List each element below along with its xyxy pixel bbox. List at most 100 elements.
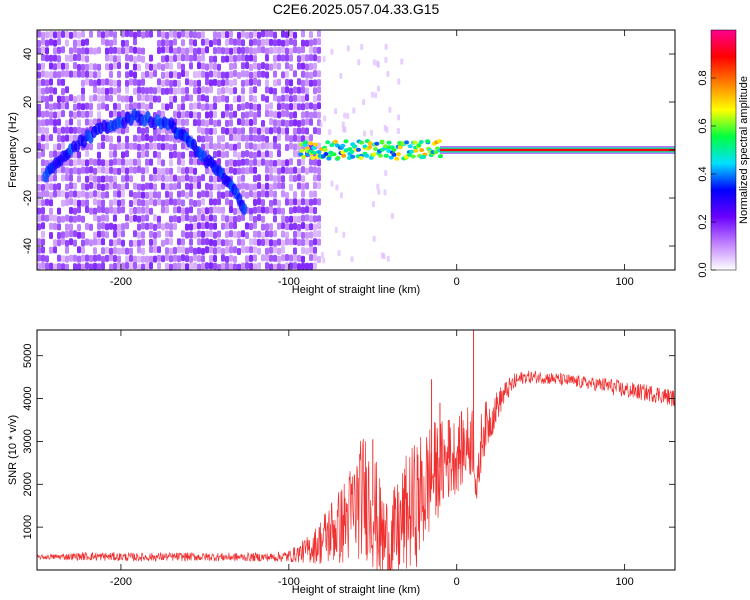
noise-cell (113, 230, 117, 238)
noise-cell (193, 247, 197, 255)
noise-cell (77, 191, 81, 198)
noise-cell (197, 222, 201, 230)
noise-cell (73, 199, 77, 207)
noise-cell (265, 223, 269, 231)
noise-cell (396, 128, 400, 134)
noise-cell (229, 79, 233, 87)
noise-cell (257, 143, 261, 151)
noise-cell (141, 150, 145, 158)
noise-cell (141, 191, 145, 199)
noise-cell (133, 230, 137, 238)
noise-cell (301, 231, 305, 239)
noise-cell (261, 231, 265, 239)
noise-cell (45, 39, 49, 47)
noise-cell (213, 222, 217, 230)
noise-cell (173, 223, 177, 230)
y-axis-label-top: Frequency (Hz) (7, 112, 19, 188)
noise-cell (213, 262, 217, 270)
noise-cell (249, 214, 253, 222)
noise-cell (309, 158, 313, 166)
noise-cell (61, 263, 65, 271)
signal-cell (396, 152, 401, 157)
signal-cell (352, 144, 358, 149)
noise-cell (81, 39, 85, 47)
noise-cell (41, 184, 45, 191)
noise-cell (229, 263, 233, 271)
noise-cell (105, 223, 109, 231)
noise-cell (77, 199, 81, 207)
noise-cell (185, 31, 189, 39)
noise-cell (105, 167, 109, 175)
noise-cell (257, 238, 261, 246)
noise-cell (69, 190, 73, 198)
noise-cell (65, 223, 69, 231)
signal-cell (410, 154, 416, 159)
noise-cell (137, 199, 141, 206)
noise-cell (173, 206, 177, 214)
noise-cell (390, 213, 394, 219)
noise-cell (309, 39, 313, 47)
noise-cell (233, 159, 237, 167)
colorbar: 0.00.20.40.60.8 Normalized spectral ampl… (697, 29, 750, 278)
noise-cell (281, 254, 285, 262)
noise-cell (253, 183, 257, 191)
signal-cell (425, 139, 431, 144)
noise-cell (265, 142, 269, 150)
noise-cell (101, 166, 105, 174)
noise-cell (37, 94, 41, 102)
noise-cell (169, 55, 173, 63)
noise-cell (217, 263, 221, 271)
noise-cell (161, 110, 165, 118)
noise-cell (109, 135, 113, 143)
noise-cell (173, 183, 177, 191)
noise-cell (201, 247, 205, 255)
noise-cell (129, 166, 133, 174)
noise-cell (61, 62, 65, 70)
noise-cell (117, 79, 121, 87)
noise-cell (169, 87, 173, 95)
noise-cell (273, 160, 277, 167)
noise-cell (113, 62, 117, 70)
noise-cell (189, 103, 193, 110)
noise-cell (89, 255, 93, 262)
noise-cell (301, 247, 305, 254)
noise-cell (269, 47, 273, 55)
noise-cell (193, 215, 197, 223)
noise-cell (277, 143, 281, 151)
noise-cell (229, 103, 233, 111)
noise-cell (277, 167, 281, 175)
noise-cell (133, 214, 137, 222)
noise-cell (109, 239, 113, 247)
noise-cell (261, 239, 265, 246)
noise-cell (57, 46, 61, 54)
noise-cell (161, 71, 165, 79)
noise-cell (125, 79, 129, 87)
noise-cell (225, 239, 229, 247)
noise-cell (49, 62, 53, 70)
noise-cell (297, 230, 301, 238)
noise-cell (137, 79, 141, 87)
noise-cell (161, 46, 165, 54)
noise-cell (101, 183, 105, 191)
noise-cell (97, 71, 101, 79)
noise-cell (285, 120, 289, 127)
noise-cell (85, 110, 89, 118)
noise-cell (317, 55, 321, 63)
noise-cell (149, 63, 153, 71)
noise-cell (57, 232, 61, 239)
noise-cell (133, 134, 137, 142)
noise-cell (41, 222, 45, 230)
noise-cell (213, 198, 217, 206)
noise-cell (273, 239, 277, 247)
noise-cell (89, 71, 93, 78)
noise-cell (309, 63, 313, 70)
noise-cell (45, 134, 49, 142)
noise-cell (89, 110, 93, 118)
noise-cell (277, 134, 281, 141)
noise-cell (89, 158, 93, 166)
noise-cell (233, 46, 237, 54)
noise-cell (137, 223, 141, 231)
noise-cell (101, 38, 105, 45)
noise-cell (293, 127, 297, 135)
noise-cell (181, 254, 185, 262)
